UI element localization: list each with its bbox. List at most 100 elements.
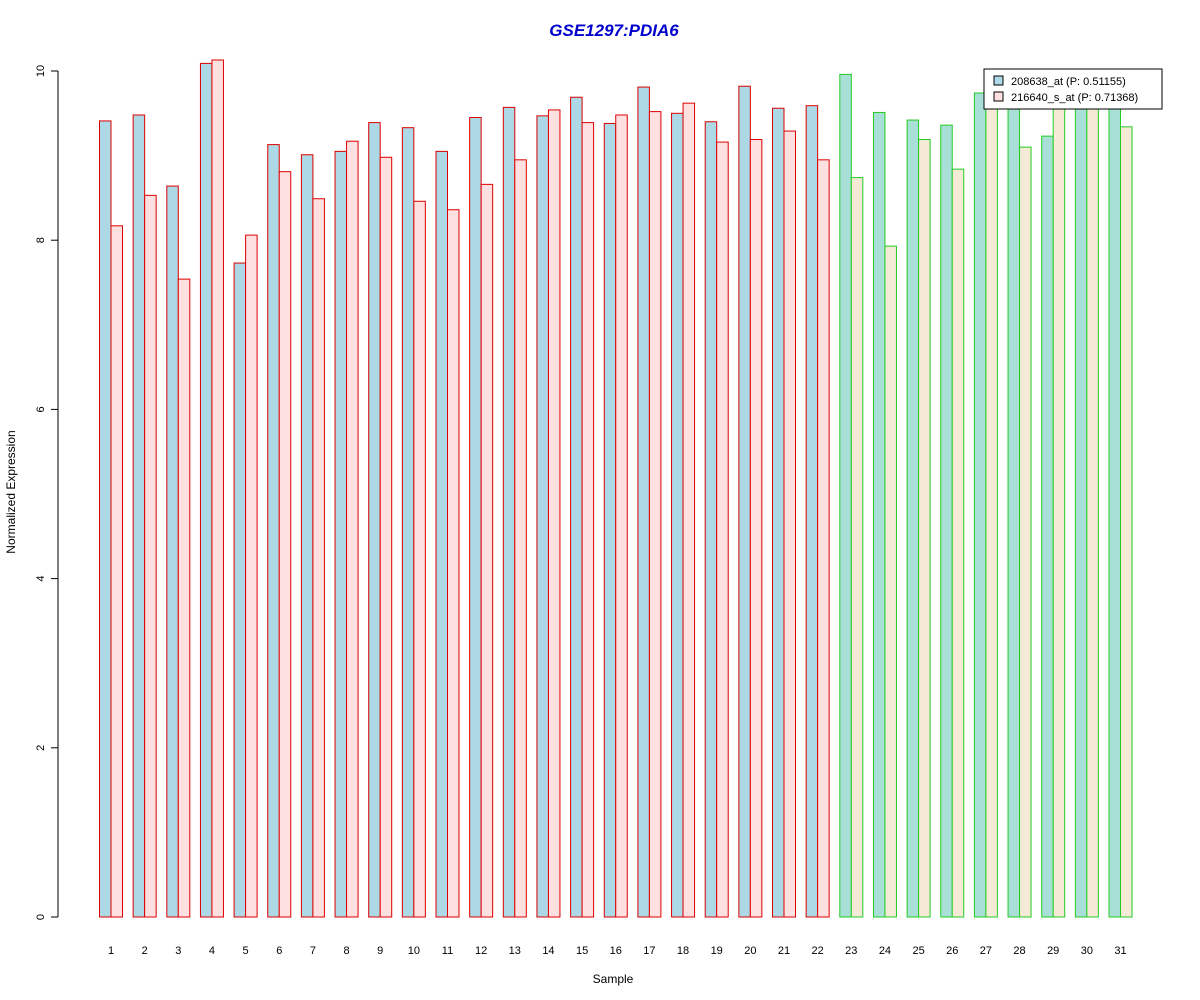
- bar-208638-at-sample-12: [469, 117, 482, 918]
- x-tick-label: 28: [1013, 945, 1025, 957]
- x-tick-label: 29: [1047, 945, 1059, 957]
- legend-label: 208638_at (P: 0.51155): [1011, 76, 1126, 88]
- bar-216640-s-at-sample-5: [245, 234, 258, 918]
- bar-208638-at-sample-14: [536, 115, 549, 918]
- x-tick-label: 24: [879, 945, 891, 957]
- bar-208638-at-sample-24: [872, 111, 886, 918]
- x-tick-label: 26: [946, 945, 958, 957]
- bar-216640-s-at-sample-8: [346, 140, 359, 918]
- bar-216640-s-at-sample-19: [716, 141, 729, 918]
- bar-216640-s-at-sample-11: [447, 209, 460, 918]
- bar-208638-at-sample-28: [1007, 106, 1021, 918]
- bar-208638-at-sample-6: [267, 144, 280, 918]
- bar-208638-at-sample-27: [973, 92, 987, 918]
- bar-216640-s-at-sample-29: [1052, 106, 1066, 918]
- x-tick-label: 19: [711, 945, 723, 957]
- y-tick-label: 6: [35, 406, 47, 412]
- bar-216640-s-at-sample-21: [783, 130, 796, 918]
- x-tick-labels: 1 2 3 4 5 6 7 8 9 10 11 12 13 14 15 16 17 18 19 20 21 22 23 24 2…: [108, 945, 1127, 957]
- x-tick-label: 31: [1114, 945, 1126, 957]
- bar-216640-s-at-sample-9: [379, 156, 393, 918]
- bar-208638-at-sample-10: [401, 127, 415, 918]
- bar-216640-s-at-sample-14: [547, 109, 561, 918]
- bar-208638-at-sample-11: [435, 150, 448, 918]
- x-tick-label: 6: [276, 945, 282, 957]
- bar-208638-at-sample-23: [839, 73, 852, 918]
- bar-216640-s-at-sample-30: [1086, 106, 1099, 918]
- x-tick-label: 3: [175, 945, 181, 957]
- y-tick-label: 2: [35, 745, 47, 751]
- legend-swatch: [993, 91, 1004, 102]
- bar-216640-s-at-sample-13: [514, 159, 527, 918]
- bar-208638-at-sample-5: [233, 262, 247, 918]
- x-tick-label: 16: [610, 945, 622, 957]
- bar-208638-at-sample-13: [502, 106, 516, 918]
- bar-208638-at-sample-9: [368, 122, 381, 918]
- bar-208638-at-sample-16: [603, 122, 617, 918]
- bar-208638-at-sample-8: [334, 150, 348, 918]
- legend-label: 216640_s_at (P: 0.71368): [1011, 92, 1138, 104]
- bar-216640-s-at-sample-3: [177, 278, 191, 918]
- x-tick-label: 12: [475, 945, 487, 957]
- bar-208638-at-sample-20: [738, 85, 751, 918]
- bar-216640-s-at-sample-20: [749, 139, 763, 918]
- bar-216640-s-at-sample-23: [850, 177, 864, 918]
- bar-216640-s-at-sample-7: [312, 198, 325, 918]
- x-tick-label: 30: [1081, 945, 1093, 957]
- bar-208638-at-sample-30: [1074, 105, 1088, 918]
- y-tick-label: 8: [35, 237, 47, 243]
- bar-216640-s-at-sample-18: [682, 102, 696, 918]
- x-tick-label: 23: [845, 945, 857, 957]
- x-tick-label: 2: [142, 945, 148, 957]
- bar-216640-s-at-sample-12: [480, 183, 494, 918]
- y-tick-label: 4: [35, 576, 47, 582]
- legend-box: [983, 68, 1163, 110]
- bar-208638-at-sample-1: [99, 120, 112, 918]
- bar-208638-at-sample-25: [906, 119, 920, 918]
- y-axis: 0 2 4 6 8 10: [35, 65, 59, 920]
- bar-216640-s-at-sample-16: [615, 114, 628, 918]
- bar-216640-s-at-sample-25: [918, 139, 931, 918]
- bar-208638-at-sample-26: [940, 124, 953, 918]
- bar-208638-at-sample-18: [671, 112, 684, 918]
- y-tick-label: 10: [35, 65, 47, 77]
- x-tick-label: 5: [243, 945, 249, 957]
- bar-208638-at-sample-17: [637, 86, 650, 918]
- x-tick-label: 10: [408, 945, 420, 957]
- x-tick-label: 8: [343, 945, 349, 957]
- bar-208638-at-sample-15: [570, 96, 583, 918]
- chart-title: GSE1297:PDIA6: [549, 21, 679, 40]
- bar-216640-s-at-sample-28: [1019, 146, 1032, 918]
- bar-216640-s-at-sample-6: [278, 171, 292, 918]
- x-tick-label: 18: [677, 945, 689, 957]
- y-tick-label: 0: [35, 914, 47, 920]
- bar-208638-at-sample-7: [300, 154, 314, 918]
- bar-216640-s-at-sample-10: [413, 200, 426, 918]
- x-tick-label: 22: [812, 945, 824, 957]
- bar-216640-s-at-sample-27: [985, 106, 998, 918]
- legend-swatch: [993, 75, 1004, 86]
- bars-group: [99, 59, 1133, 918]
- bar-216640-s-at-sample-22: [817, 159, 830, 918]
- bar-216640-s-at-sample-15: [581, 122, 595, 918]
- x-tick-label: 17: [643, 945, 655, 957]
- x-tick-label: 25: [912, 945, 924, 957]
- x-tick-label: 1: [108, 945, 114, 957]
- bar-216640-s-at-sample-26: [951, 168, 965, 918]
- legend: 208638_at (P: 0.51155) 216640_s_at (P: 0.…: [983, 68, 1163, 110]
- bar-208638-at-sample-21: [772, 107, 785, 918]
- bar-208638-at-sample-31: [1108, 103, 1121, 918]
- bar-208638-at-sample-4: [199, 62, 213, 918]
- x-tick-label: 15: [576, 945, 588, 957]
- bar-208638-at-sample-22: [805, 105, 819, 918]
- bar-216640-s-at-sample-24: [884, 245, 897, 918]
- bar-208638-at-sample-3: [166, 185, 179, 918]
- x-tick-label: 13: [509, 945, 521, 957]
- x-tick-label: 11: [442, 945, 453, 957]
- bar-208638-at-sample-19: [704, 121, 718, 918]
- bar-216640-s-at-sample-17: [648, 111, 662, 918]
- bar-216640-s-at-sample-2: [144, 194, 157, 918]
- x-tick-label: 27: [980, 945, 992, 957]
- x-tick-label: 7: [310, 945, 316, 957]
